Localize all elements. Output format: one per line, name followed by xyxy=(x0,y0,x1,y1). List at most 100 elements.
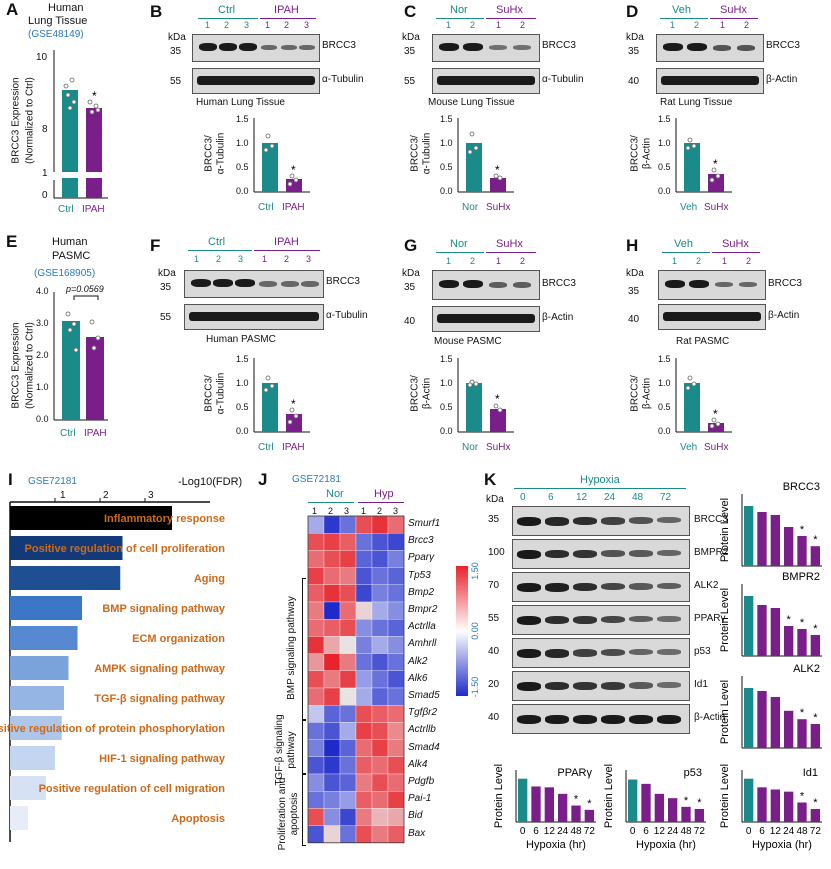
heatmap-cell xyxy=(387,808,405,826)
protein-bar xyxy=(744,506,754,566)
heatmap-cell xyxy=(323,653,341,671)
heatmap-cell xyxy=(355,808,373,826)
ylabel1: BRCC3/ xyxy=(409,375,421,412)
x-tick: 0 xyxy=(520,826,526,837)
group: SuHx xyxy=(496,238,523,250)
xlabel: IPAH xyxy=(282,202,305,213)
tissue: Human Lung Tissue xyxy=(196,97,285,108)
time-label: 0 xyxy=(520,492,526,503)
blot-strip xyxy=(512,704,690,734)
dataset: (GSE168905) xyxy=(34,268,96,279)
protein-bar xyxy=(694,809,704,822)
heatmap-cell xyxy=(323,739,341,757)
heatmap-cell xyxy=(371,567,389,585)
lane: 1 xyxy=(720,20,726,30)
heatmap-cell xyxy=(387,722,405,740)
x-label: Hypoxia (hr) xyxy=(636,839,696,851)
blot-actin xyxy=(658,304,766,330)
star: * xyxy=(291,397,296,411)
star: * xyxy=(787,614,792,626)
panel-label-k: K xyxy=(484,470,497,489)
pathway-label: AMPK signaling pathway xyxy=(94,663,226,675)
protein-bar xyxy=(770,608,780,656)
protein-label: β-Actin xyxy=(694,712,726,723)
lane: 1 xyxy=(670,20,676,30)
panel-c: C Nor SuHx 1 2 1 2 kDa 35 55 BRCC3 α-Tub… xyxy=(368,0,598,215)
blot-brcc3 xyxy=(656,34,764,62)
panel-g: G Nor SuHx 1 2 1 2 kDa 35 40 BRCC3 β-Act… xyxy=(368,232,598,457)
pathway-bar xyxy=(10,626,78,650)
blot-tubulin xyxy=(192,68,320,94)
ylabel2: β-Actin xyxy=(641,137,653,170)
protein-bar xyxy=(518,778,528,822)
star: * xyxy=(574,794,579,806)
heatmap-cell xyxy=(323,584,341,603)
ytick: 1.0 xyxy=(440,138,453,148)
gene-label: Brcc3 xyxy=(408,535,434,547)
heatmap-cell xyxy=(307,584,325,603)
heatmap-cell xyxy=(387,825,405,843)
y-label: Protein Level xyxy=(719,764,731,828)
panel-a-title2: Lung Tissue xyxy=(28,15,88,27)
heatmap-cell xyxy=(339,584,357,603)
heatmap-cell xyxy=(339,550,357,568)
x-tick: 0 xyxy=(746,826,752,837)
heatmap-cell xyxy=(355,739,373,757)
blot-brcc3 xyxy=(432,270,540,300)
x-tick: 48 xyxy=(570,826,582,837)
ytick: 1.0 xyxy=(236,138,249,148)
tick: 3 xyxy=(148,490,154,501)
blot-actin xyxy=(432,306,540,332)
lane: 1 xyxy=(205,20,211,30)
lane: 2 xyxy=(470,20,476,30)
star: * xyxy=(713,407,718,421)
group-ctrl: Ctrl xyxy=(218,4,236,16)
gene-label: Smurf1 xyxy=(408,518,441,529)
heatmap-cell xyxy=(323,515,341,534)
heatmap-cell xyxy=(323,550,341,568)
heatmap-cell xyxy=(355,722,373,740)
prot: β-Actin xyxy=(542,312,574,323)
x-tick: 72 xyxy=(694,826,706,837)
protein-bar xyxy=(784,710,794,748)
ytick: 3.0 xyxy=(36,318,49,328)
mw: 55 xyxy=(404,76,416,87)
ylabel1: BRCC3/ xyxy=(203,375,215,412)
ylabel1: BRCC3/ xyxy=(629,135,641,172)
protein-bar xyxy=(558,793,568,822)
panel-f-chart: * xyxy=(253,358,310,433)
heatmap-cell xyxy=(307,533,325,551)
ytick: 1 xyxy=(42,168,48,179)
mw: 35 xyxy=(628,46,640,57)
gene-label: Bmpr2 xyxy=(408,604,438,615)
group: IPAH xyxy=(274,236,299,248)
group: Nor xyxy=(450,238,468,250)
x-tick: 0 xyxy=(630,826,636,837)
chart-title: p53 xyxy=(684,767,702,779)
heatmap-cell xyxy=(371,584,389,603)
group: SuHx xyxy=(496,4,523,16)
lane: 2 xyxy=(216,254,222,264)
star: * xyxy=(92,89,97,103)
x-tick: 24 xyxy=(557,826,569,837)
lane: 2 xyxy=(746,256,752,266)
ytick: 1.0 xyxy=(658,138,671,148)
blot-stack: 35 BRCC3 100 BMPR2 70 ALK2 55 PPARγ 40 p53 20 Id1 40… xyxy=(480,506,740,746)
kda: kDa xyxy=(626,268,644,279)
ytick: 0.5 xyxy=(658,162,671,172)
protein-bar xyxy=(784,626,794,656)
heatmap-cell xyxy=(323,791,341,809)
panel-d-chart: * xyxy=(675,118,732,193)
gene-label: Alk6 xyxy=(408,672,428,684)
ytick: 0.0 xyxy=(658,426,671,436)
tissue: Rat PASMC xyxy=(676,336,730,347)
gene-label: Pai-1 xyxy=(408,793,432,805)
dataset: GSE72181 xyxy=(292,474,341,485)
group: Veh xyxy=(674,238,693,250)
bar-ctrl xyxy=(262,143,278,192)
heatmap-cell xyxy=(323,773,341,792)
protein-bar xyxy=(584,809,594,822)
heatmap-cell xyxy=(387,756,405,775)
heatmap-cell xyxy=(355,791,373,809)
heatmap-cell xyxy=(339,687,357,706)
